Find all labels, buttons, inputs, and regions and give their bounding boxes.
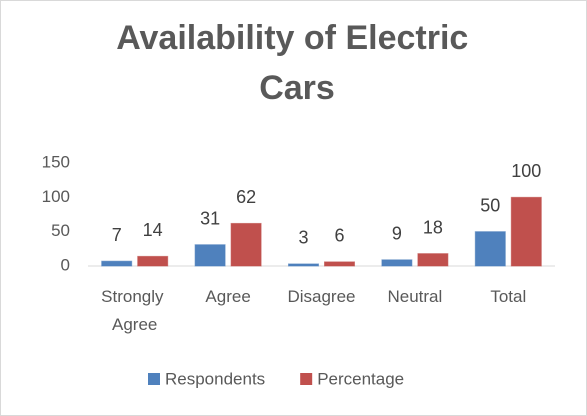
bar xyxy=(474,231,506,267)
x-tick-label: Disagree xyxy=(287,287,355,306)
chart-title: Availability of Electric Cars xyxy=(116,19,478,107)
bar xyxy=(417,253,449,267)
value-label: 18 xyxy=(423,217,443,237)
x-tick-label: Neutral xyxy=(387,287,442,306)
bar xyxy=(381,259,413,267)
legend-label: Respondents xyxy=(165,369,265,388)
x-tick-label: Total xyxy=(490,287,526,306)
y-tick-label: 0 xyxy=(61,255,70,274)
value-label: 31 xyxy=(200,208,220,228)
legend-label: Percentage xyxy=(317,369,404,388)
value-label: 100 xyxy=(511,161,541,181)
bar xyxy=(101,260,133,267)
value-label: 6 xyxy=(334,226,344,246)
bar xyxy=(230,222,262,267)
value-label: 62 xyxy=(236,187,256,207)
value-label: 14 xyxy=(143,220,163,240)
x-tick-label: Strongly Agree xyxy=(101,287,168,334)
value-label: 9 xyxy=(392,224,402,244)
legend-swatch xyxy=(148,373,160,385)
bar xyxy=(510,196,542,267)
legend-swatch xyxy=(300,373,313,385)
bar xyxy=(137,255,169,267)
bar xyxy=(324,261,355,267)
y-tick-label: 50 xyxy=(51,221,70,240)
value-label: 3 xyxy=(298,228,308,248)
bar xyxy=(194,244,226,267)
value-label: 7 xyxy=(112,225,122,245)
value-label: 50 xyxy=(480,195,500,215)
bar xyxy=(288,263,319,267)
y-tick-label: 100 xyxy=(42,187,70,206)
y-tick-label: 150 xyxy=(42,152,70,171)
x-tick-label: Agree xyxy=(205,287,250,306)
